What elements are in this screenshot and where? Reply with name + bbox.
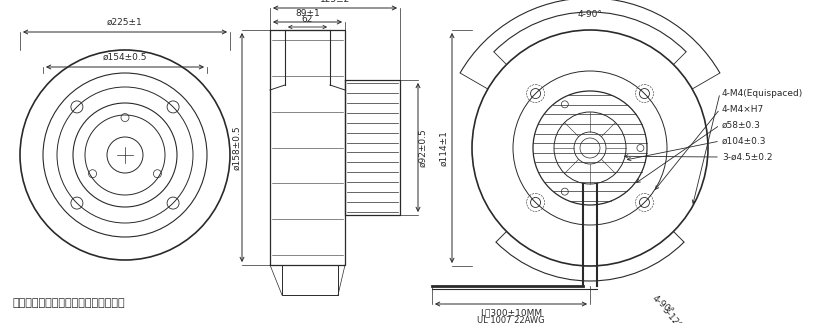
Text: 3-ø4.5±0.2: 3-ø4.5±0.2 <box>722 152 772 162</box>
Text: 4-90°: 4-90° <box>650 294 675 317</box>
Text: 4-M4×H7: 4-M4×H7 <box>722 105 764 113</box>
Text: UL 1007 22AWG: UL 1007 22AWG <box>477 316 545 323</box>
Text: ø114±1: ø114±1 <box>440 130 449 166</box>
Text: 62: 62 <box>302 15 313 24</box>
Text: ø154±0.5: ø154±0.5 <box>102 53 147 62</box>
Text: 3-120°: 3-120° <box>660 306 687 323</box>
Text: 4-90°: 4-90° <box>577 10 602 19</box>
Text: ø92±0.5: ø92±0.5 <box>419 128 428 167</box>
Text: 125±2: 125±2 <box>320 0 350 4</box>
Text: 4-M4(Equispaced): 4-M4(Equispaced) <box>722 89 803 98</box>
Text: ø104±0.3: ø104±0.3 <box>722 137 767 145</box>
Text: L：300±10MM: L：300±10MM <box>480 308 542 317</box>
Text: ø225±1: ø225±1 <box>107 18 143 27</box>
Text: ø58±0.3: ø58±0.3 <box>722 120 761 130</box>
Text: 89±1: 89±1 <box>295 9 320 18</box>
Text: ø158±0.5: ø158±0.5 <box>233 125 241 170</box>
Text: 其余功能端子线根据客户功能定制配置: 其余功能端子线根据客户功能定制配置 <box>12 298 124 308</box>
